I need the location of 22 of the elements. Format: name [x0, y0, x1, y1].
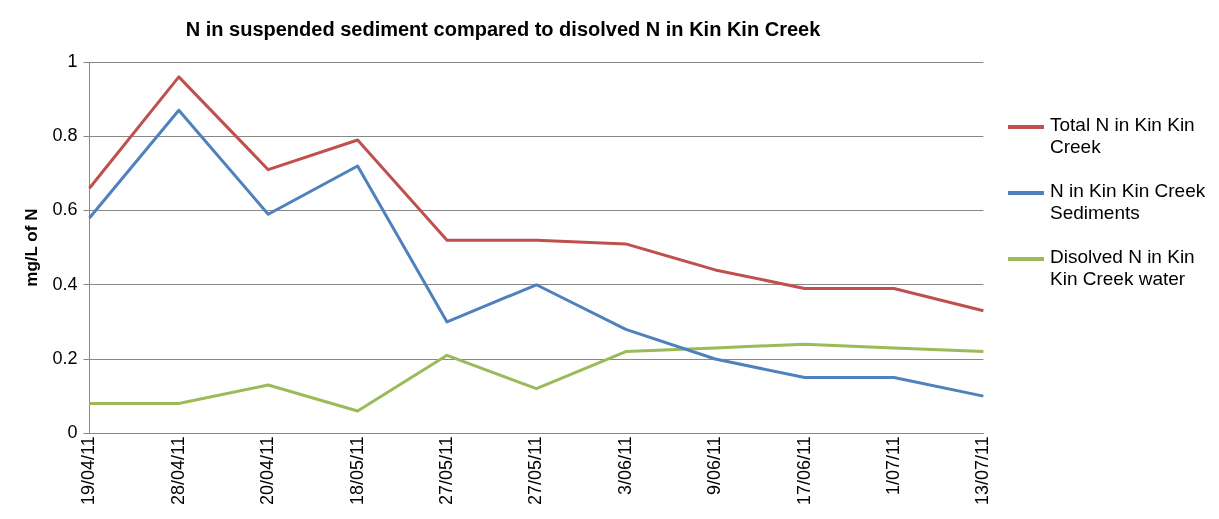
legend-label: Total N in Kin Kin Creek [1050, 114, 1196, 158]
x-tick-label: 18/05/11 [346, 436, 367, 505]
legend-label: N in Kin Kin Creek Sediments [1050, 180, 1207, 224]
y-tick-label: 0 [67, 422, 78, 443]
y-axis-title: mg/L of N [21, 208, 41, 287]
x-tick-label: 28/04/11 [167, 436, 188, 505]
x-tick-label: 19/04/11 [78, 436, 99, 505]
x-tick-label: 27/05/11 [435, 436, 456, 505]
x-tick-label: 17/06/11 [793, 436, 814, 505]
x-tick-label: 1/07/11 [882, 436, 903, 495]
y-tick-label: 0.4 [52, 273, 78, 294]
x-tick-label: 13/07/11 [972, 436, 993, 505]
x-tick-label: 27/05/11 [525, 436, 546, 505]
legend-label: Disolved N in Kin Kin Creek water [1050, 246, 1196, 290]
chart-title: N in suspended sediment compared to disolved N in Kin Kin Creek [185, 17, 822, 40]
x-tick-label: 20/04/11 [257, 436, 278, 505]
x-tick-label: 3/06/11 [614, 436, 635, 495]
y-tick-label: 0.2 [52, 347, 78, 368]
x-tick-label: 9/06/11 [704, 436, 725, 495]
y-tick-label: 0.8 [52, 125, 78, 146]
y-tick-label: 0.6 [52, 199, 78, 220]
y-tick-label: 1 [67, 50, 78, 71]
